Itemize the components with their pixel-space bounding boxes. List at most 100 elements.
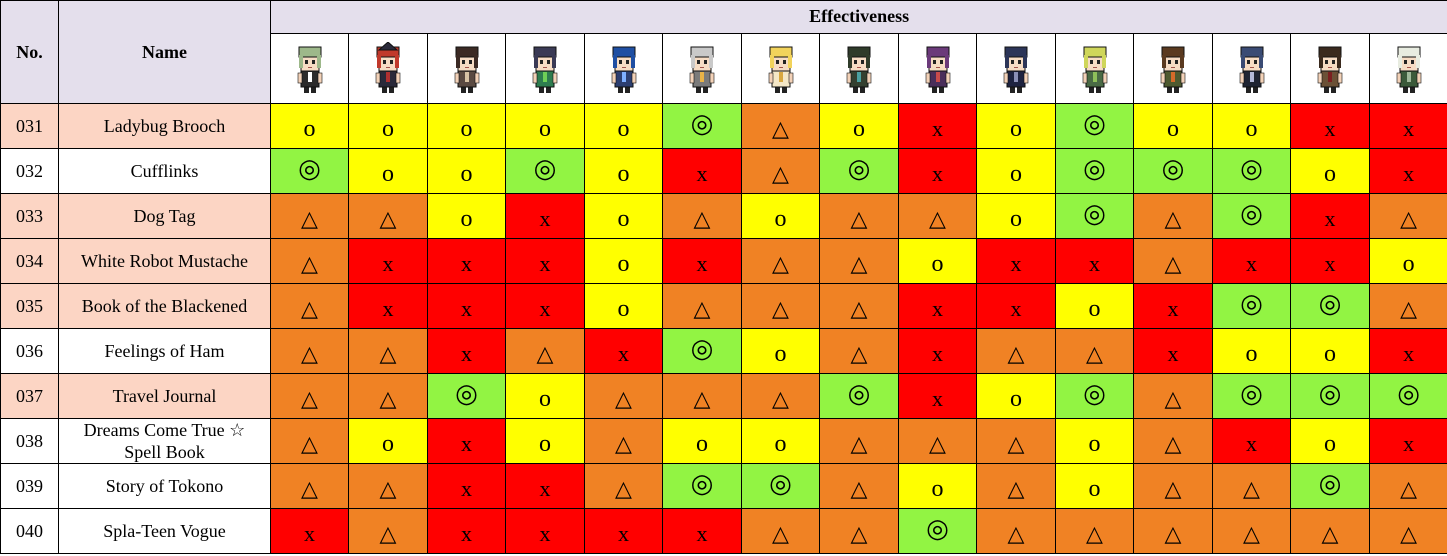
effectiveness-cell: ◎ bbox=[1212, 373, 1291, 419]
effectiveness-symbol: x bbox=[1403, 115, 1415, 141]
effectiveness-cell: △ bbox=[819, 508, 899, 554]
item-number: 039 bbox=[0, 463, 59, 509]
effectiveness-symbol: △ bbox=[1164, 430, 1182, 456]
effectiveness-symbol: x bbox=[539, 520, 551, 546]
effectiveness-symbol: o bbox=[696, 430, 708, 457]
effectiveness-symbol: △ bbox=[301, 430, 318, 456]
item-number: 034 bbox=[0, 238, 59, 284]
character-header-15 bbox=[1368, 32, 1447, 105]
item-name: Spla-Teen Vogue bbox=[58, 508, 271, 554]
effectiveness-symbol: △ bbox=[1007, 430, 1025, 456]
effectiveness-symbol: △ bbox=[1321, 520, 1339, 546]
effectiveness-cell: x bbox=[427, 283, 506, 329]
table-row: 033 Dog Tag △ △ o x o △ o △ △ o ◎ △ ◎ x △ bbox=[0, 193, 1447, 239]
blue-hair-glasses-sprite bbox=[611, 46, 636, 94]
table-row: 036 Feelings of Ham △ △ x △ x ◎ o △ x △ △ x o o x bbox=[0, 328, 1447, 374]
effectiveness-cell: o bbox=[427, 193, 506, 239]
effectiveness-cell: x bbox=[1133, 283, 1213, 329]
effectiveness-symbol: △ bbox=[379, 340, 397, 366]
effectiveness-cell: △ bbox=[270, 283, 349, 329]
effectiveness-symbol: o bbox=[931, 475, 944, 502]
effectiveness-symbol: △ bbox=[1243, 475, 1260, 501]
effectiveness-cell: o bbox=[505, 418, 585, 464]
effectiveness-symbol: △ bbox=[1400, 520, 1418, 546]
item-name: Book of the Blackened bbox=[58, 283, 271, 329]
effectiveness-symbol: x bbox=[461, 520, 472, 546]
effectiveness-symbol: x bbox=[618, 340, 629, 366]
effectiveness-cell: x bbox=[505, 238, 585, 284]
effectiveness-symbol: x bbox=[539, 295, 551, 321]
effectiveness-cell: △ bbox=[976, 328, 1056, 374]
effectiveness-symbol: ◎ bbox=[1397, 379, 1420, 408]
effectiveness-cell: x bbox=[505, 463, 585, 509]
item-name: Travel Journal bbox=[58, 373, 271, 419]
effectiveness-cell: △ bbox=[584, 463, 663, 509]
effectiveness-symbol: △ bbox=[1007, 340, 1025, 366]
effectiveness-symbol: ◎ bbox=[1318, 469, 1342, 498]
effectiveness-cell: x bbox=[662, 508, 742, 554]
effectiveness-cell: △ bbox=[1290, 508, 1370, 554]
effectiveness-cell: ◎ bbox=[1212, 283, 1291, 329]
wild-brown-hair-sprite bbox=[1160, 46, 1186, 94]
effectiveness-symbol: x bbox=[696, 160, 708, 186]
effectiveness-symbol: o bbox=[382, 115, 394, 142]
effectiveness-symbol: o bbox=[303, 115, 316, 142]
effectiveness-cell: ◎ bbox=[1290, 283, 1370, 329]
robot-sprite bbox=[689, 46, 715, 94]
effectiveness-symbol: △ bbox=[1007, 475, 1025, 501]
effectiveness-symbol: ◎ bbox=[690, 469, 714, 498]
effectiveness-cell: o bbox=[1290, 148, 1370, 194]
effectiveness-cell: △ bbox=[348, 463, 428, 509]
effectiveness-cell: △ bbox=[662, 373, 742, 419]
effectiveness-cell: △ bbox=[819, 418, 899, 464]
effectiveness-cell: ◎ bbox=[819, 373, 899, 419]
effectiveness-cell: o bbox=[976, 148, 1056, 194]
effectiveness-cell: △ bbox=[741, 508, 820, 554]
header-effectiveness: Effectiveness bbox=[269, 0, 1447, 34]
effectiveness-cell: △ bbox=[270, 193, 349, 239]
effectiveness-cell: △ bbox=[1055, 328, 1134, 374]
item-number: 038 bbox=[0, 418, 59, 464]
effectiveness-cell: x bbox=[1212, 238, 1291, 284]
character-header-5 bbox=[584, 32, 663, 105]
effectiveness-symbol: x bbox=[382, 250, 394, 276]
effectiveness-cell: o bbox=[898, 238, 977, 284]
effectiveness-cell: o bbox=[505, 373, 585, 419]
effectiveness-cell: o bbox=[348, 418, 428, 464]
effectiveness-cell: ◎ bbox=[898, 508, 977, 554]
effectiveness-symbol: △ bbox=[1400, 475, 1418, 501]
effectiveness-symbol: x bbox=[618, 520, 629, 546]
effectiveness-symbol: △ bbox=[1007, 520, 1025, 546]
effectiveness-cell: x bbox=[505, 283, 585, 329]
effectiveness-cell: △ bbox=[819, 238, 899, 284]
effectiveness-symbol: o bbox=[1010, 205, 1022, 232]
effectiveness-symbol: △ bbox=[929, 205, 946, 231]
effectiveness-cell: o bbox=[976, 193, 1056, 239]
effectiveness-cell: △ bbox=[819, 463, 899, 509]
effectiveness-symbol: o bbox=[460, 115, 473, 142]
effectiveness-symbol: o bbox=[1324, 430, 1336, 457]
effectiveness-symbol: △ bbox=[1400, 295, 1418, 321]
pigtails-green-ribbons-sprite bbox=[532, 46, 558, 94]
effectiveness-symbol: △ bbox=[615, 385, 632, 411]
effectiveness-symbol: o bbox=[1010, 160, 1022, 187]
effectiveness-symbol: △ bbox=[772, 160, 789, 186]
effectiveness-cell: x bbox=[662, 238, 742, 284]
effectiveness-symbol: △ bbox=[301, 295, 318, 321]
effectiveness-symbol: x bbox=[539, 250, 551, 276]
effectiveness-cell: ◎ bbox=[270, 148, 349, 194]
effectiveness-cell: o bbox=[741, 328, 820, 374]
effectiveness-cell: ◎ bbox=[505, 148, 585, 194]
item-number: 035 bbox=[0, 283, 59, 329]
effectiveness-cell: o bbox=[1133, 103, 1213, 149]
header-name: Name bbox=[58, 0, 271, 104]
effectiveness-symbol: x bbox=[1246, 430, 1257, 456]
character-header-12 bbox=[1133, 32, 1213, 105]
effectiveness-symbol: x bbox=[932, 115, 943, 141]
effectiveness-cell: △ bbox=[1055, 508, 1134, 554]
effectiveness-symbol: o bbox=[1324, 160, 1336, 187]
effectiveness-cell: o bbox=[584, 283, 663, 329]
effectiveness-cell: △ bbox=[584, 373, 663, 419]
item-number: 031 bbox=[0, 103, 59, 149]
effectiveness-symbol: o bbox=[931, 250, 944, 277]
